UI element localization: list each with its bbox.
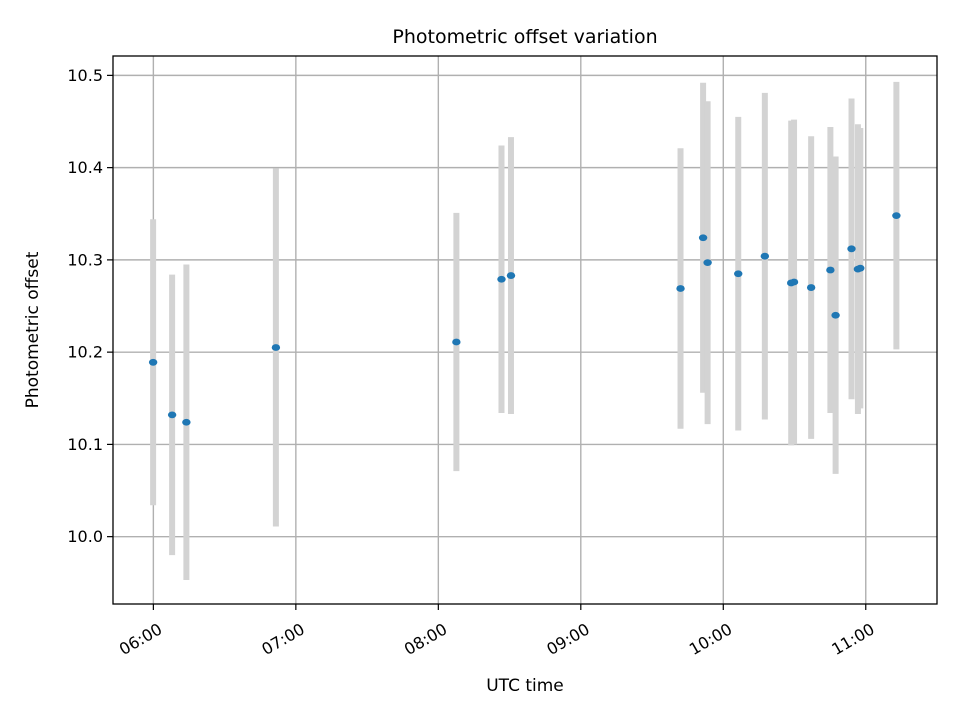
y-tick-label: 10.4	[67, 158, 103, 177]
data-point	[703, 259, 712, 267]
y-tick-label: 10.3	[67, 250, 103, 269]
data-point	[760, 252, 770, 260]
data-point	[826, 266, 835, 274]
grid	[113, 56, 937, 604]
y-axis: 10.0 10.1 10.2 10.3 10.4 10.5	[67, 66, 113, 546]
y-axis-label: Photometric offset	[23, 251, 43, 408]
y-tick-label: 10.1	[67, 435, 103, 454]
data-point	[452, 338, 461, 346]
data-point	[167, 411, 177, 419]
data-point	[182, 418, 191, 426]
y-tick-label: 10.2	[67, 343, 103, 362]
data-point	[831, 311, 840, 319]
data-point	[847, 245, 856, 253]
y-tick-label: 10.5	[67, 66, 103, 85]
y-tick-label: 10.0	[67, 527, 103, 546]
data-point	[271, 344, 281, 351]
data-point	[497, 275, 506, 283]
data-point	[734, 270, 743, 278]
chart-title: Photometric offset variation	[392, 26, 657, 48]
plot-frame	[112, 55, 938, 605]
data-point	[506, 272, 516, 279]
data-point	[892, 212, 901, 220]
data-point	[789, 278, 799, 286]
x-axis-label: UTC time	[486, 676, 564, 696]
data-point	[856, 264, 865, 272]
data-point	[676, 285, 685, 292]
data-point	[148, 358, 158, 366]
data-markers	[148, 212, 901, 426]
data-point	[806, 284, 816, 291]
data-point	[698, 234, 708, 242]
